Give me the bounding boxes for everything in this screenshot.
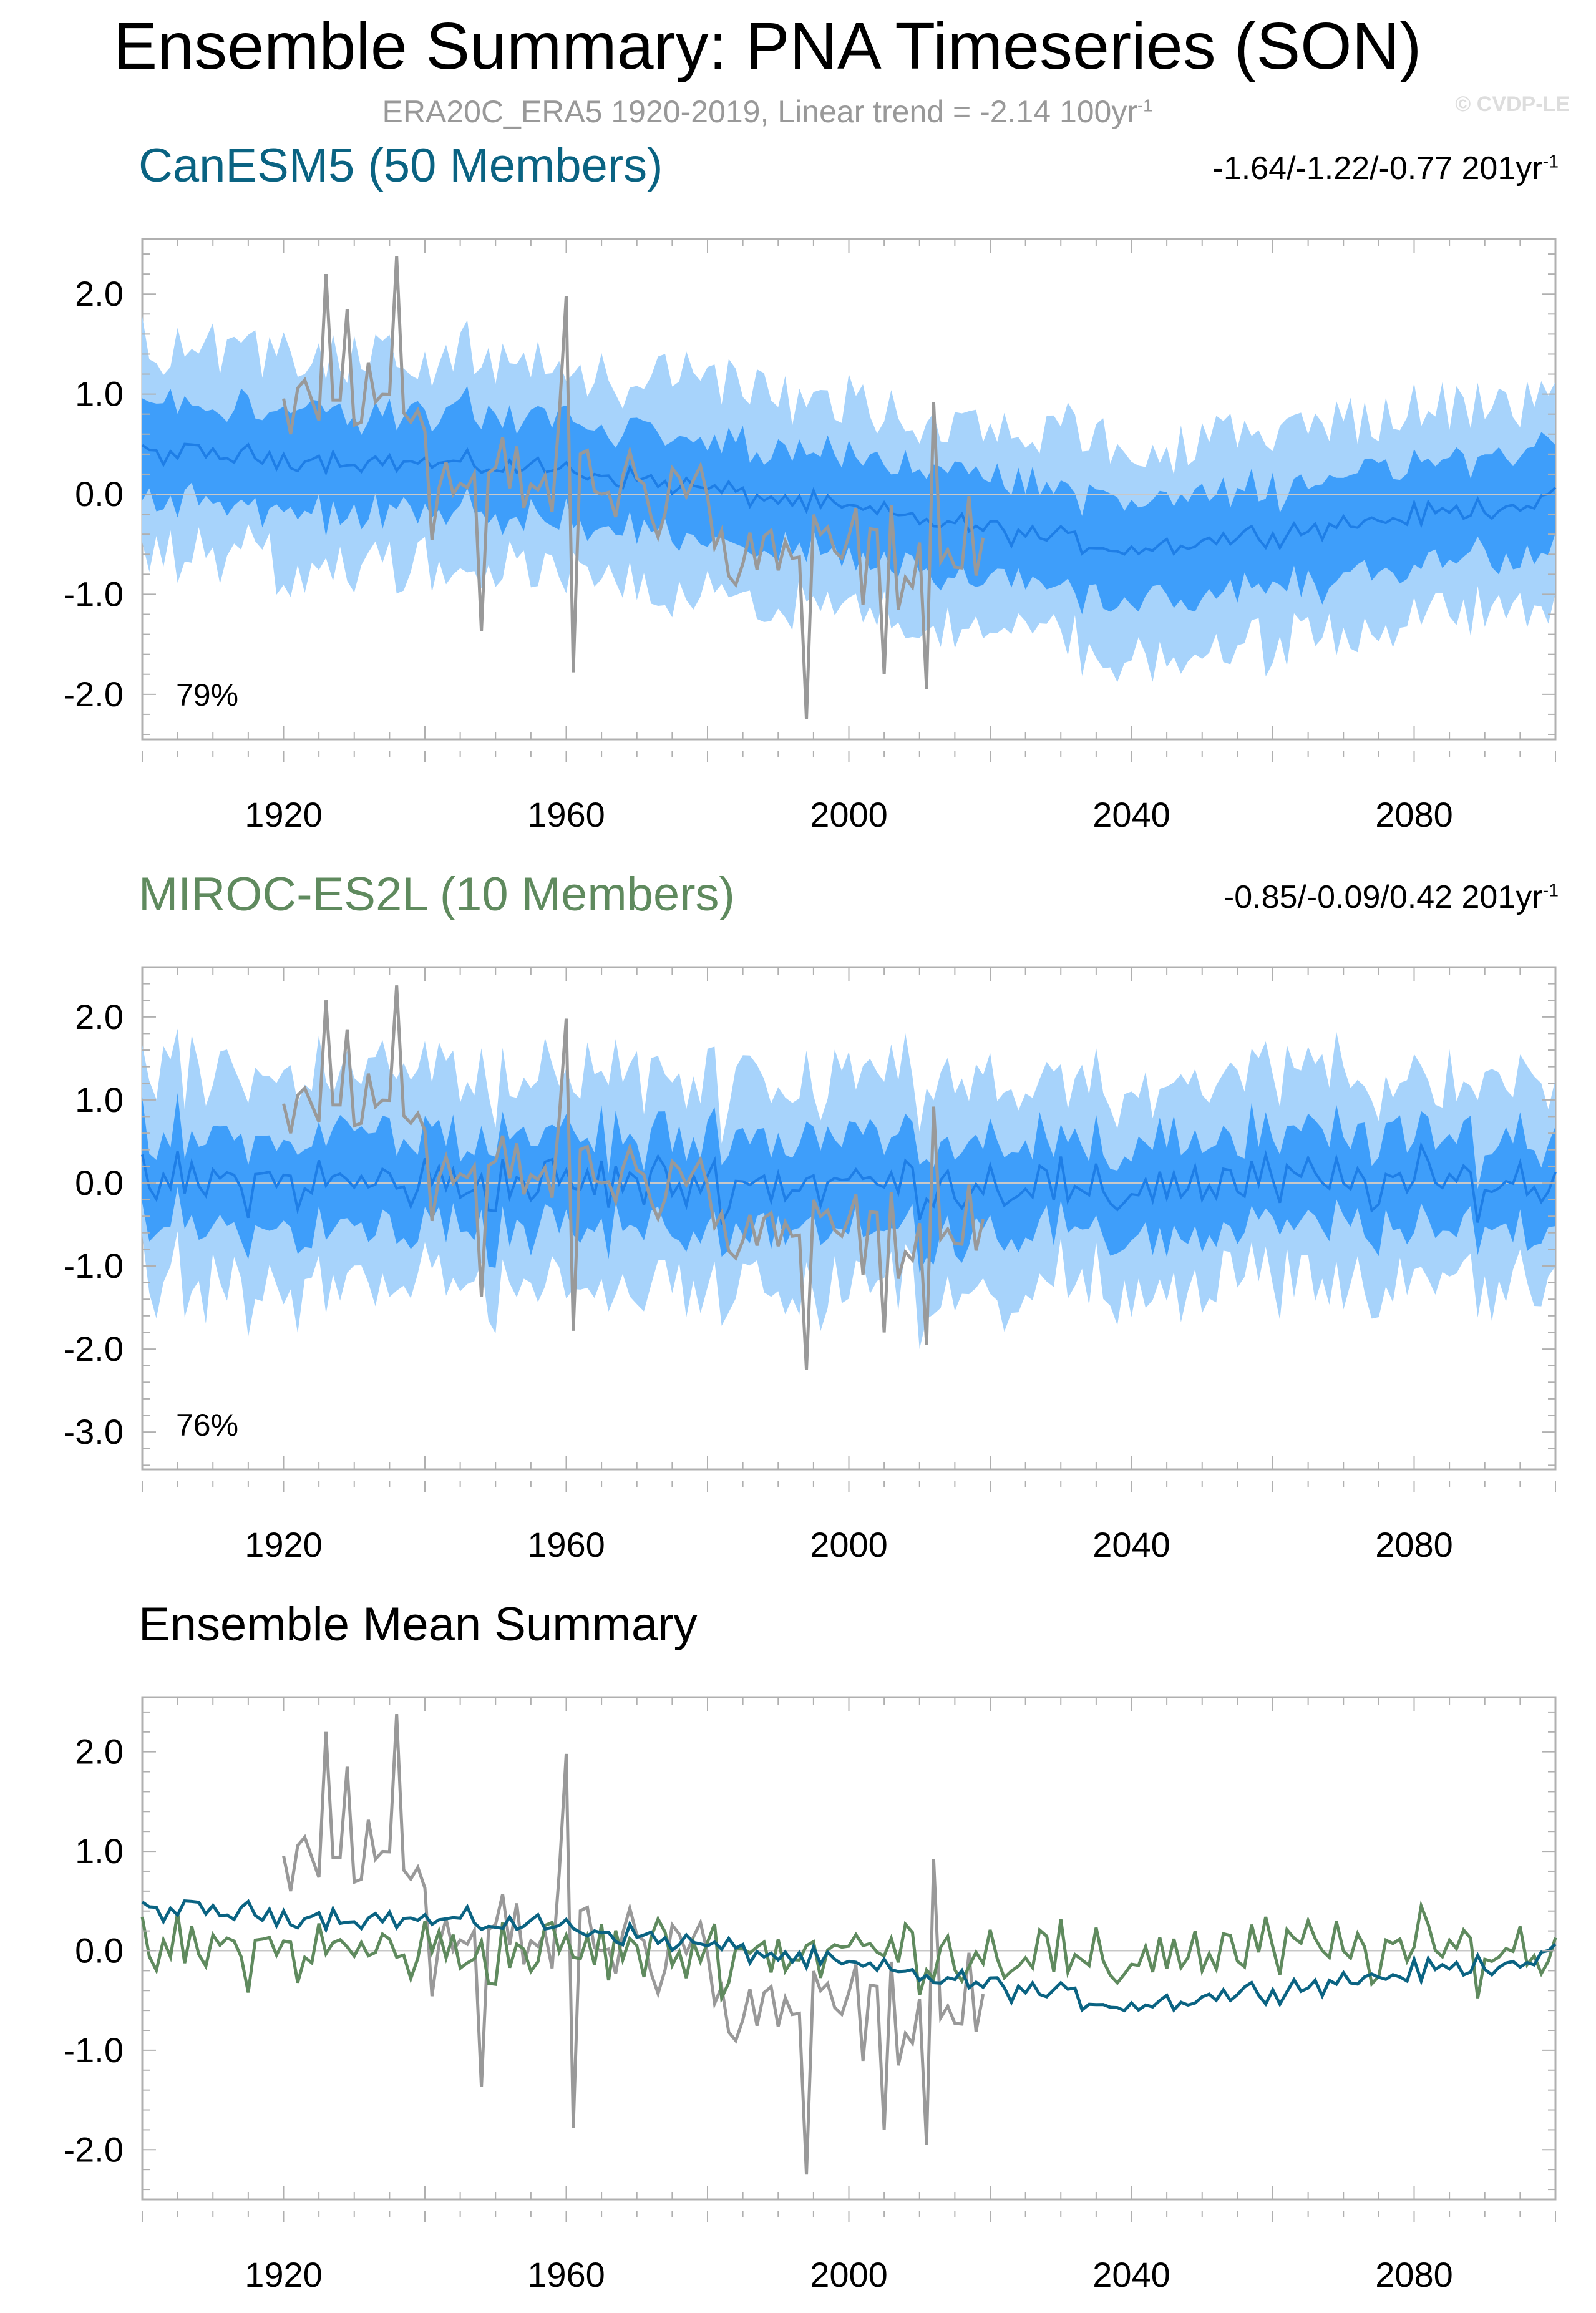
canesm5-percentage: 79% xyxy=(176,678,239,713)
main-title: Ensemble Summary: PNA Timeseries (SON) xyxy=(113,9,1422,83)
miroc-ytick-label: 1.0 xyxy=(75,1080,124,1119)
canesm5-xtick-label: 1960 xyxy=(527,795,605,834)
mean-xtick-label: 1920 xyxy=(245,2255,323,2294)
mean-ytick-label: 1.0 xyxy=(75,1831,124,1871)
canesm5-observation-line xyxy=(282,256,985,720)
canesm5-ensemble-mean-line xyxy=(141,442,1557,557)
mean-panel-title: Ensemble Mean Summary xyxy=(139,1598,698,1651)
mean-observation-line xyxy=(282,1713,985,2175)
miroc-xtick-label: 1920 xyxy=(245,1525,323,1564)
mean-xtick-label: 2080 xyxy=(1375,2255,1453,2294)
mean-ytick-label: 0.0 xyxy=(75,1931,124,1970)
canesm5-ytick-label: -2.0 xyxy=(64,674,124,714)
canesm5-ytick-label: -1.0 xyxy=(64,574,124,613)
miroc-xtick-label: 2040 xyxy=(1092,1525,1170,1564)
canesm5-xtick-label: 2000 xyxy=(810,795,888,834)
miroc-ytick-label: -1.0 xyxy=(64,1246,124,1285)
miroc-ensemble-mean-line xyxy=(141,1141,1557,1227)
canesm5-ytick-label: 1.0 xyxy=(75,374,124,414)
miroc-xtick-label: 1960 xyxy=(527,1525,605,1564)
canesm5-xtick-label: 2080 xyxy=(1375,795,1453,834)
mean-ytick-label: 2.0 xyxy=(75,1732,124,1771)
miroc-percentage: 76% xyxy=(176,1408,239,1443)
mean-xtick-label: 2040 xyxy=(1092,2255,1170,2294)
mean-ytick-label: -1.0 xyxy=(64,2030,124,2070)
mean-ytick-label: -2.0 xyxy=(64,2130,124,2169)
miroc-ytick-label: 0.0 xyxy=(75,1163,124,1202)
mean-miroc-line xyxy=(140,1900,1557,2004)
canesm5-ytick-label: 2.0 xyxy=(75,274,124,313)
miroc-ytick-label: -3.0 xyxy=(64,1412,124,1451)
subtitle: ERA20C_ERA5 1920-2019, Linear trend = -2… xyxy=(382,94,1153,129)
miroc-trend: -0.85/-0.09/0.42 201yr-1 xyxy=(1223,879,1559,915)
mean-canesm5-line xyxy=(141,1899,1557,2013)
mean-xtick-label: 2000 xyxy=(810,2255,888,2294)
copyright-label: © CVDP-LE xyxy=(1455,92,1570,116)
canesm5-trend: -1.64/-1.22/-0.77 201yr-1 xyxy=(1212,150,1559,187)
mean-xtick-label: 1960 xyxy=(527,2255,605,2294)
miroc-xtick-label: 2080 xyxy=(1375,1525,1453,1564)
miroc-ytick-label: 2.0 xyxy=(75,997,124,1036)
canesm5-xtick-label: 1920 xyxy=(245,795,323,834)
canesm5-panel-title: CanESM5 (50 Members) xyxy=(139,139,663,192)
canesm5-xtick-label: 2040 xyxy=(1092,795,1170,834)
canesm5-inner-spread-band xyxy=(142,386,1555,615)
miroc-xtick-label: 2000 xyxy=(810,1525,888,1564)
miroc-ytick-label: -2.0 xyxy=(64,1329,124,1368)
canesm5-ytick-label: 0.0 xyxy=(75,474,124,514)
miroc-panel-title: MIROC-ES2L (10 Members) xyxy=(139,868,735,921)
miroc-observation-line xyxy=(282,985,985,1370)
